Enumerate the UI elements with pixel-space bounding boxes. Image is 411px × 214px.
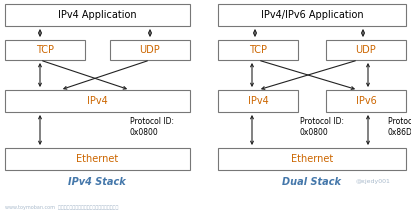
Text: Protocol ID:
0x0800: Protocol ID: 0x0800: [300, 117, 344, 137]
Bar: [326, 90, 406, 112]
Text: UDP: UDP: [140, 45, 160, 55]
Text: IPv4 Stack: IPv4 Stack: [68, 177, 126, 187]
Text: TCP: TCP: [36, 45, 54, 55]
Bar: [218, 148, 406, 170]
Bar: [5, 4, 190, 26]
Text: IPv6: IPv6: [356, 96, 376, 106]
Bar: [5, 90, 190, 112]
Text: IPv4/IPv6 Application: IPv4/IPv6 Application: [261, 10, 363, 20]
Bar: [326, 40, 406, 60]
Text: IPv4: IPv4: [87, 96, 108, 106]
Text: @xjedy001: @xjedy001: [355, 180, 390, 184]
Text: Ethernet: Ethernet: [76, 154, 119, 164]
Bar: [5, 148, 190, 170]
Text: Dual Stack: Dual Stack: [282, 177, 342, 187]
Bar: [218, 40, 298, 60]
Bar: [218, 90, 298, 112]
Text: Protocol ID:
0x86DD: Protocol ID: 0x86DD: [388, 117, 411, 137]
Text: Protocol ID:
0x0800: Protocol ID: 0x0800: [130, 117, 174, 137]
Text: IPv4: IPv4: [247, 96, 268, 106]
Text: www.toymoban.com  网络图片仅供展示，非存储，如有授权请联系册: www.toymoban.com 网络图片仅供展示，非存储，如有授权请联系册: [5, 205, 118, 210]
Bar: [218, 4, 406, 26]
Bar: [5, 40, 85, 60]
Text: UDP: UDP: [356, 45, 376, 55]
Bar: [110, 40, 190, 60]
Text: IPv4 Application: IPv4 Application: [58, 10, 137, 20]
Text: TCP: TCP: [249, 45, 267, 55]
Text: Ethernet: Ethernet: [291, 154, 333, 164]
